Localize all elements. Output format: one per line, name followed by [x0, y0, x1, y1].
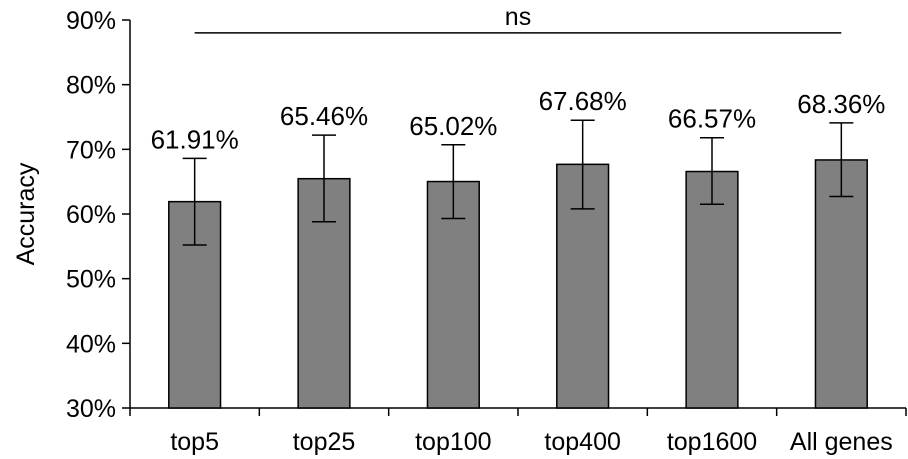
x-axis-categories: top5 top25 top100 top400 top1600 All genes	[129, 408, 907, 456]
x-category-label: top5	[170, 428, 219, 456]
x-category-label: All genes	[790, 428, 893, 456]
y-tick-label: 30%	[66, 395, 116, 423]
error-bars	[182, 119, 854, 246]
bar	[685, 170, 739, 409]
y-tick-label: 50%	[66, 266, 116, 294]
y-tick-label: 60%	[66, 201, 116, 229]
x-category-label: top100	[415, 428, 491, 456]
data-label: 65.02%	[409, 111, 497, 141]
y-axis-title: Accuracy	[12, 162, 40, 265]
significance-annotation: ns	[194, 3, 842, 34]
bars	[168, 159, 868, 409]
significance-label: ns	[505, 3, 531, 31]
data-label: 61.91%	[151, 124, 239, 154]
bar	[426, 180, 480, 409]
y-tick-label: 80%	[66, 72, 116, 100]
data-label: 65.46%	[280, 101, 368, 131]
x-category-label: top25	[293, 428, 356, 456]
data-label: 68.36%	[797, 89, 885, 119]
x-category-label: top1600	[667, 428, 757, 456]
x-category-label: top400	[544, 428, 620, 456]
data-label: 66.57%	[668, 104, 756, 134]
y-tick-label: 40%	[66, 330, 116, 358]
bar	[168, 200, 222, 409]
y-tick-label: 90%	[66, 7, 116, 35]
data-labels: 61.91% 65.46% 65.02% 67.68% 66.57% 68.36%	[151, 86, 886, 154]
bar	[814, 159, 868, 409]
data-label: 67.68%	[539, 86, 627, 116]
y-axis-ticks: 30% 40% 50% 60% 70% 80% 90%	[66, 7, 130, 423]
y-tick-label: 70%	[66, 136, 116, 164]
